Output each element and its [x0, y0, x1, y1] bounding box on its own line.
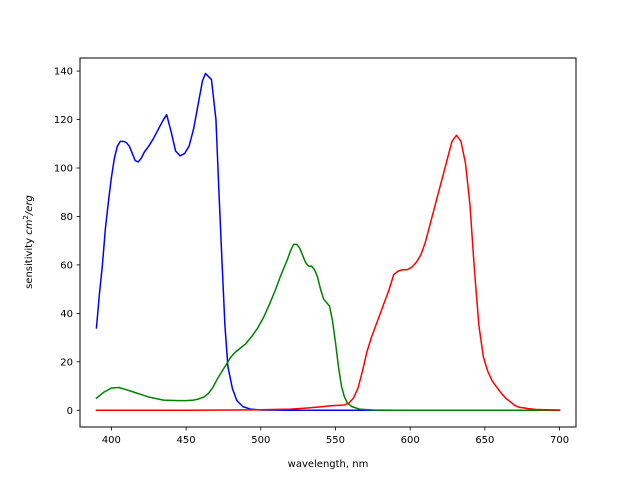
y-axis-label-prefix: sensitivity [24, 235, 35, 289]
y-axis-label-unit-base: cm [24, 219, 35, 234]
y-axis-label-unit-exp: 2 [22, 215, 30, 219]
x-axis: 400 450 500 550 600 650 700 [102, 427, 569, 446]
y-axis: 0 20 40 60 80 100 120 140 [54, 67, 80, 417]
x-tick-label: 600 [401, 435, 420, 446]
y-tick-label: 20 [60, 357, 73, 368]
x-tick-label: 400 [102, 435, 121, 446]
y-tick-label: 140 [54, 67, 73, 78]
y-axis-label-unit-tail: /erg [24, 195, 35, 216]
series-layer [95, 72, 561, 412]
plot-frame [79, 57, 577, 428]
y-tick-label: 100 [54, 163, 73, 174]
y-tick-label: 0 [67, 406, 73, 417]
y-tick-label: 80 [60, 212, 73, 223]
x-tick-label: 550 [326, 435, 345, 446]
x-axis-label: wavelength, nm [288, 459, 369, 470]
x-tick-label: 650 [475, 435, 494, 446]
y-tick-label: 120 [54, 115, 73, 126]
x-tick-label: 500 [251, 435, 270, 446]
series-line-1 [95, 72, 561, 412]
series-line-3 [95, 134, 561, 412]
x-tick-label: 450 [177, 435, 196, 446]
series-line-2 [95, 243, 561, 412]
y-axis-label: sensitivity cm2/erg [22, 195, 35, 289]
x-tick-label: 700 [550, 435, 569, 446]
y-tick-label: 60 [60, 260, 73, 271]
y-tick-label: 40 [60, 309, 73, 320]
